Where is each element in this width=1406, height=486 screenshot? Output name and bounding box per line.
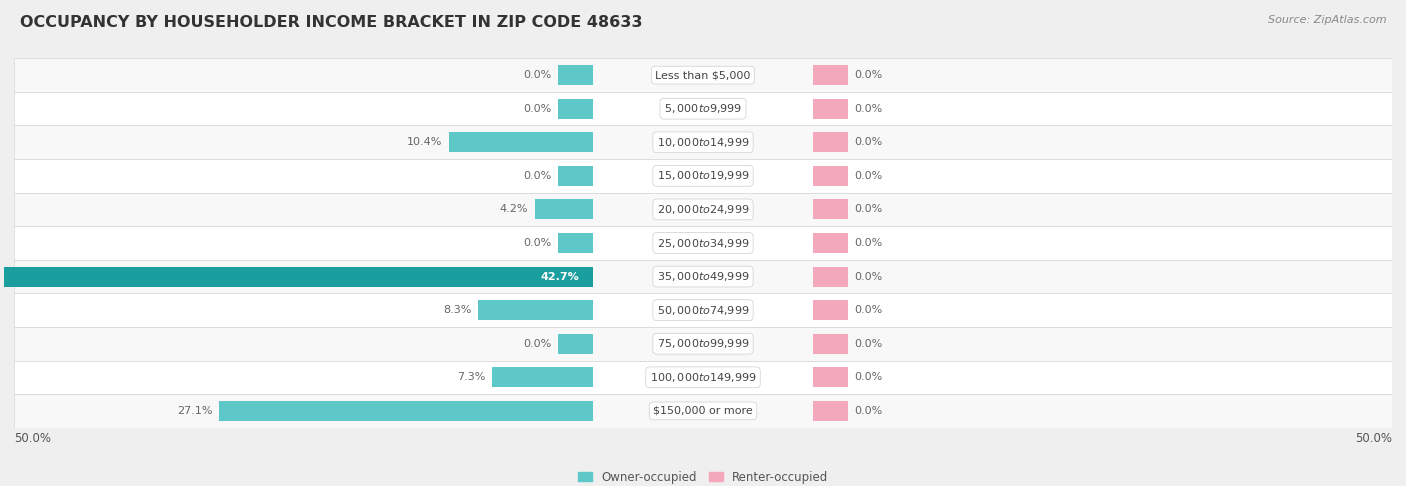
Text: 0.0%: 0.0% [855, 372, 883, 382]
Text: 0.0%: 0.0% [855, 238, 883, 248]
Text: 7.3%: 7.3% [457, 372, 485, 382]
Bar [14, 327, 1392, 361]
Bar [14, 92, 1392, 125]
Bar [450, 132, 593, 152]
Text: 0.0%: 0.0% [855, 171, 883, 181]
Bar [14, 192, 1392, 226]
Bar [14, 394, 1392, 428]
Text: 8.3%: 8.3% [443, 305, 471, 315]
Bar [813, 65, 848, 85]
Text: Source: ZipAtlas.com: Source: ZipAtlas.com [1268, 15, 1386, 25]
Bar [478, 300, 593, 320]
Bar [813, 132, 848, 152]
Bar [14, 226, 1392, 260]
Bar [558, 166, 593, 186]
Bar [558, 233, 593, 253]
Bar [813, 334, 848, 354]
Bar [219, 401, 593, 421]
Bar [813, 233, 848, 253]
Text: 0.0%: 0.0% [855, 272, 883, 281]
Text: 0.0%: 0.0% [855, 104, 883, 114]
Bar [4, 266, 593, 287]
Text: $75,000 to $99,999: $75,000 to $99,999 [657, 337, 749, 350]
Text: $50,000 to $74,999: $50,000 to $74,999 [657, 304, 749, 317]
Bar [813, 300, 848, 320]
Text: $100,000 to $149,999: $100,000 to $149,999 [650, 371, 756, 384]
Text: 0.0%: 0.0% [855, 205, 883, 214]
Bar [813, 199, 848, 220]
Bar [14, 260, 1392, 294]
Text: 0.0%: 0.0% [855, 70, 883, 80]
Bar [14, 125, 1392, 159]
Text: 0.0%: 0.0% [523, 104, 551, 114]
Text: 50.0%: 50.0% [14, 432, 51, 445]
Text: 0.0%: 0.0% [855, 406, 883, 416]
Bar [14, 361, 1392, 394]
Legend: Owner-occupied, Renter-occupied: Owner-occupied, Renter-occupied [572, 466, 834, 486]
Bar [813, 367, 848, 387]
Text: 0.0%: 0.0% [855, 305, 883, 315]
Text: $10,000 to $14,999: $10,000 to $14,999 [657, 136, 749, 149]
Text: 0.0%: 0.0% [523, 339, 551, 349]
Text: $25,000 to $34,999: $25,000 to $34,999 [657, 237, 749, 249]
Bar [14, 294, 1392, 327]
Text: 0.0%: 0.0% [855, 339, 883, 349]
Bar [813, 166, 848, 186]
Bar [534, 199, 593, 220]
Bar [492, 367, 593, 387]
Bar [558, 334, 593, 354]
Text: $15,000 to $19,999: $15,000 to $19,999 [657, 169, 749, 182]
Text: $35,000 to $49,999: $35,000 to $49,999 [657, 270, 749, 283]
Text: $150,000 or more: $150,000 or more [654, 406, 752, 416]
Text: 0.0%: 0.0% [855, 137, 883, 147]
Bar [14, 159, 1392, 192]
Text: $5,000 to $9,999: $5,000 to $9,999 [664, 102, 742, 115]
Bar [813, 99, 848, 119]
Bar [558, 65, 593, 85]
Text: 27.1%: 27.1% [177, 406, 212, 416]
Text: $20,000 to $24,999: $20,000 to $24,999 [657, 203, 749, 216]
Text: 4.2%: 4.2% [499, 205, 529, 214]
Bar [14, 58, 1392, 92]
Text: 0.0%: 0.0% [523, 238, 551, 248]
Text: 0.0%: 0.0% [523, 171, 551, 181]
Text: 10.4%: 10.4% [408, 137, 443, 147]
Text: OCCUPANCY BY HOUSEHOLDER INCOME BRACKET IN ZIP CODE 48633: OCCUPANCY BY HOUSEHOLDER INCOME BRACKET … [20, 15, 643, 30]
Text: 0.0%: 0.0% [523, 70, 551, 80]
Bar [813, 266, 848, 287]
Text: 50.0%: 50.0% [1355, 432, 1392, 445]
Bar [813, 401, 848, 421]
Text: Less than $5,000: Less than $5,000 [655, 70, 751, 80]
Text: 42.7%: 42.7% [540, 272, 579, 281]
Bar [558, 99, 593, 119]
